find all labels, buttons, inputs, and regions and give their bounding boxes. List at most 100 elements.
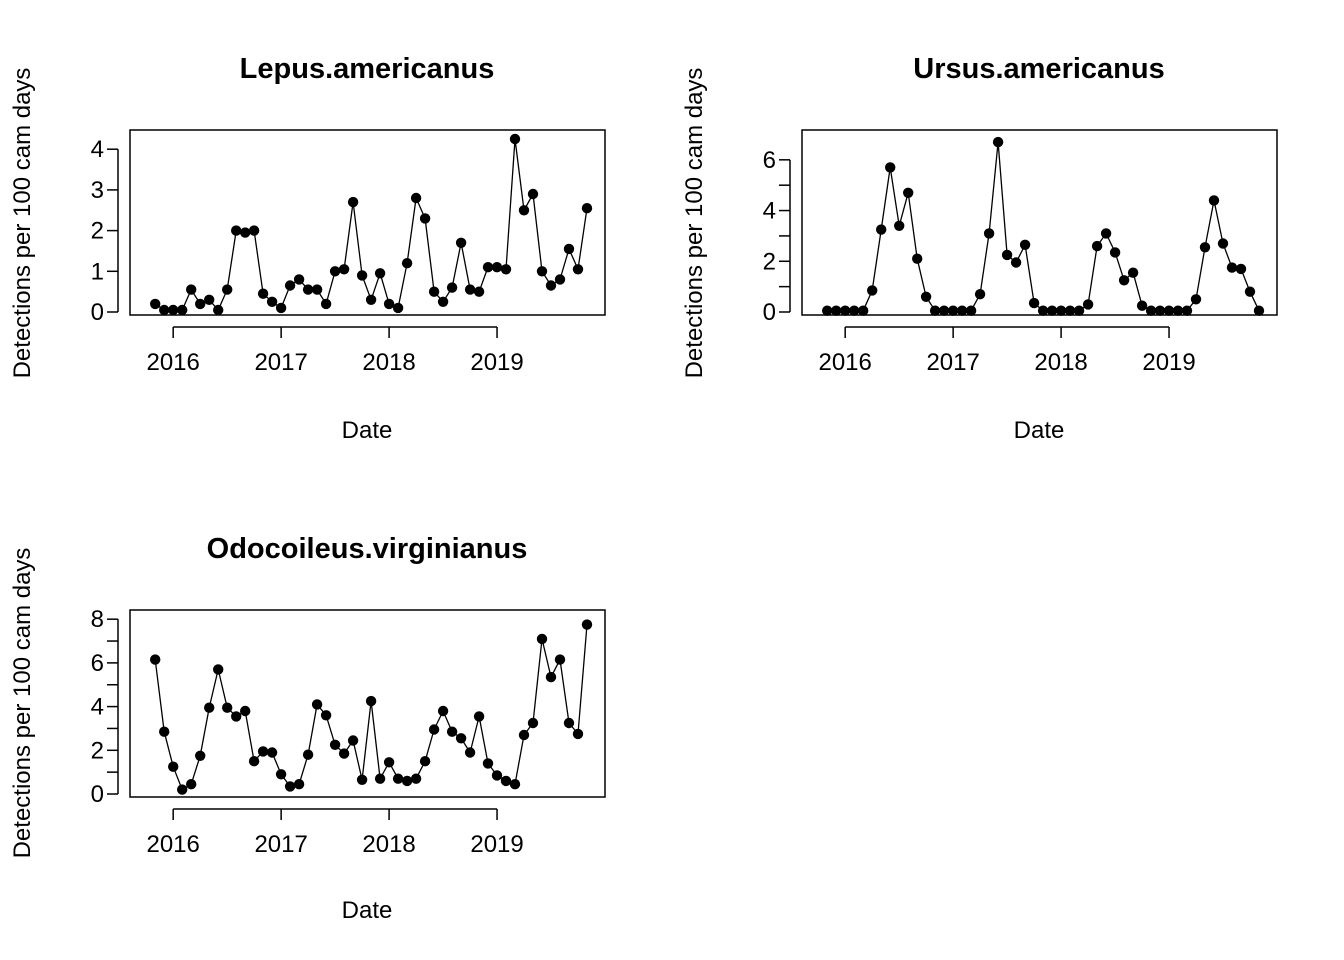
x-axis-label: Date (1014, 417, 1065, 444)
data-point (840, 305, 851, 316)
data-point (374, 268, 386, 279)
data-point (1163, 305, 1175, 316)
plot-frame (129, 609, 606, 798)
data-point (168, 304, 179, 316)
data-point (293, 779, 305, 790)
data-point (275, 769, 287, 780)
data-point (491, 770, 503, 781)
data-point (572, 264, 584, 275)
data-point (1073, 305, 1085, 316)
x-tick-label: 2019 (470, 349, 523, 376)
data-point (965, 305, 977, 316)
plot-frame (801, 129, 1278, 316)
x-tick-label: 2016 (146, 831, 199, 858)
data-point (222, 284, 233, 295)
y-tick-label: 2 (91, 218, 104, 245)
data-point (1127, 267, 1139, 278)
data-point (311, 699, 323, 710)
data-point (446, 282, 458, 293)
data-point (563, 717, 575, 729)
y-axis-label: Detections per 100 cam days (9, 68, 36, 379)
x-tick-label: 2016 (818, 349, 871, 376)
data-point (849, 305, 860, 316)
data-point (248, 225, 260, 236)
data-point (204, 702, 215, 713)
data-point (177, 304, 188, 316)
data-point (284, 781, 296, 792)
x-tick-label: 2016 (146, 349, 199, 376)
data-point (356, 270, 368, 281)
data-point (266, 296, 278, 307)
data-point (464, 284, 476, 295)
data-point (509, 133, 521, 145)
data-point (1154, 305, 1166, 316)
data-point (365, 294, 377, 305)
data-point (1055, 305, 1067, 316)
data-point (500, 775, 512, 787)
data-point (329, 266, 341, 277)
data-point (1001, 249, 1013, 261)
data-point (1145, 305, 1157, 316)
y-axis-label: Detections per 100 cam days (9, 548, 36, 859)
data-point (1046, 305, 1058, 316)
data-point (240, 227, 251, 238)
data-point (248, 756, 260, 767)
data-point (876, 224, 887, 235)
data-point (527, 717, 539, 729)
data-point (338, 748, 350, 759)
data-point (231, 711, 242, 722)
x-tick-label: 2018 (1034, 349, 1087, 376)
y-axis-label: Detections per 100 cam days (681, 68, 708, 379)
data-point (177, 784, 188, 795)
y-tick-label: 0 (91, 299, 104, 326)
data-point (947, 305, 959, 316)
data-point (284, 280, 296, 291)
panel-title: Ursus.americanus (913, 53, 1164, 85)
y-tick-label: 6 (91, 650, 104, 677)
data-point (428, 724, 440, 735)
y-tick-label: 6 (763, 147, 776, 174)
plot-marks: 0 1 2 3 4 2016 2017 2018 2019 (91, 129, 606, 376)
data-point (545, 280, 557, 291)
data-point (1235, 263, 1247, 275)
data-point (428, 286, 440, 297)
data-point (1091, 240, 1103, 252)
data-point (831, 305, 842, 316)
data-point (410, 192, 422, 204)
data-point (464, 747, 476, 758)
data-point (1217, 238, 1229, 249)
data-point (536, 266, 548, 277)
data-point (885, 162, 896, 173)
data-point (563, 243, 575, 255)
data-point (186, 284, 197, 295)
data-point (1082, 299, 1094, 310)
data-point (581, 619, 593, 630)
plot-marks: 0 2 4 6 8 2016 2017 2018 2019 (91, 606, 606, 858)
data-point (195, 298, 206, 310)
data-point (437, 705, 449, 717)
data-point (240, 705, 251, 717)
data-point (231, 225, 242, 236)
data-point (554, 274, 566, 285)
data-point (455, 733, 467, 744)
data-point (195, 750, 206, 761)
x-axis-label: Date (342, 897, 393, 924)
data-point (581, 203, 593, 214)
data-point (356, 774, 368, 785)
data-point (956, 305, 968, 316)
data-point (1136, 300, 1148, 311)
data-point (1226, 262, 1238, 273)
data-point (401, 258, 413, 269)
x-tick-label: 2018 (362, 349, 415, 376)
y-tick-label: 4 (763, 198, 776, 225)
y-tick-label: 4 (91, 136, 104, 163)
data-point (1199, 242, 1211, 253)
data-point (222, 702, 233, 713)
data-point (974, 289, 986, 300)
data-point (1118, 275, 1130, 286)
data-point (311, 284, 323, 295)
data-point (1037, 305, 1049, 316)
data-point (1028, 297, 1040, 309)
